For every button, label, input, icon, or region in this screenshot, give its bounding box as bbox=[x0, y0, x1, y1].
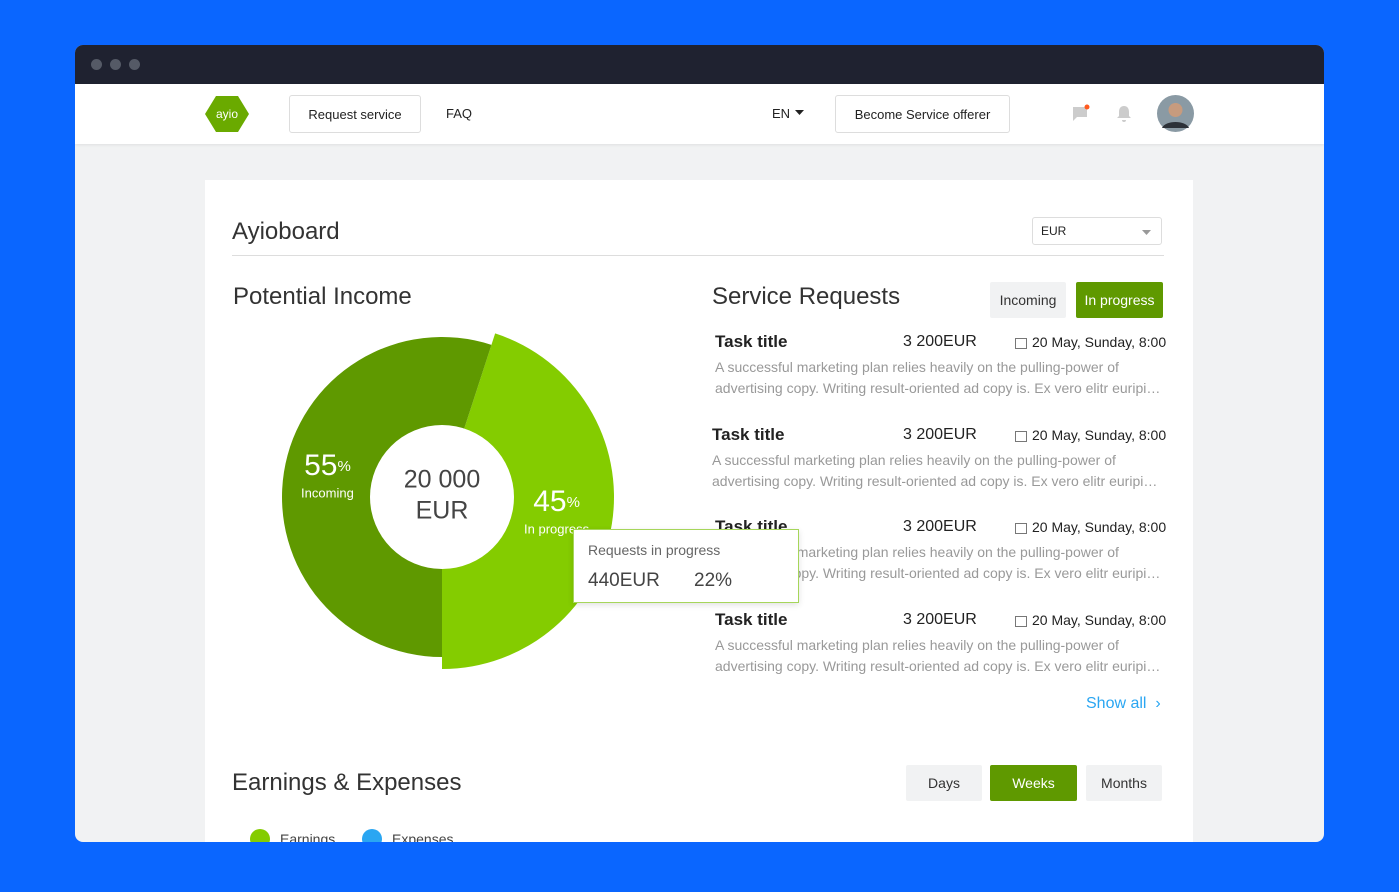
task-date: 20 May, Sunday, 8:00 bbox=[1032, 426, 1167, 443]
period-tab[interactable]: Months bbox=[1086, 765, 1162, 801]
tooltip: Requests in progress 440EUR 22% bbox=[573, 529, 799, 603]
calendar-icon bbox=[1015, 523, 1027, 534]
language-select[interactable]: EN bbox=[772, 106, 791, 121]
task-description: advertising copy. Writing result-oriente… bbox=[715, 657, 1161, 674]
task-description: A successful marketing plan relies heavi… bbox=[715, 544, 1119, 560]
task-title: Task title bbox=[715, 609, 788, 629]
task-description: A successful marketing plan relies heavi… bbox=[712, 451, 1116, 468]
cta-button[interactable]: Become Service offerer bbox=[835, 95, 1010, 133]
board-title: Ayioboard bbox=[232, 218, 340, 245]
legend-label: Expenses bbox=[392, 831, 454, 842]
avatar[interactable] bbox=[1157, 95, 1194, 132]
request-tab[interactable]: Incoming bbox=[990, 282, 1066, 318]
calendar-shape bbox=[1015, 430, 1027, 442]
calendar-icon bbox=[1015, 615, 1027, 627]
task-title: Task title bbox=[715, 332, 788, 351]
earnings-title: Earnings & Expenses bbox=[232, 769, 462, 796]
task-price: 3 200EUR bbox=[903, 610, 977, 628]
task-description: A successful marketing plan relies heavi… bbox=[715, 636, 1119, 653]
pie-unit: % bbox=[337, 458, 350, 475]
task-description: advertising copy. Writing result-oriente… bbox=[715, 380, 1161, 396]
logo-shape bbox=[205, 96, 249, 132]
calendar-shape bbox=[1015, 338, 1027, 349]
legend-swatch bbox=[250, 829, 270, 842]
currency-select[interactable]: EUR bbox=[1032, 217, 1162, 245]
notifications-icon[interactable] bbox=[1115, 104, 1133, 124]
pie-value: 55 bbox=[304, 449, 337, 482]
period-tab[interactable]: Weeks bbox=[990, 765, 1077, 801]
pie-center-label: EUR bbox=[416, 497, 469, 525]
tooltip-percent: 22% bbox=[694, 570, 733, 591]
pie-category-label: Incoming bbox=[301, 485, 354, 500]
task-description: advertising copy. Writing result-oriente… bbox=[712, 472, 1158, 489]
legend-label: Earnings bbox=[280, 831, 336, 842]
browser-window: ayio Request service FAQ EN Become Servi… bbox=[75, 45, 1324, 842]
window-dot bbox=[129, 59, 140, 70]
calendar-shape bbox=[1015, 615, 1027, 627]
task-date: 20 May, Sunday, 8:00 bbox=[1032, 519, 1167, 535]
pie-slice bbox=[442, 333, 614, 669]
caret bbox=[795, 110, 804, 115]
window-dot bbox=[110, 59, 121, 70]
show-all-text: Show all bbox=[1086, 695, 1147, 712]
window-dot bbox=[91, 59, 102, 70]
tooltip-amount: 440EUR bbox=[588, 570, 660, 591]
task-price: 3 200EUR bbox=[903, 425, 977, 443]
task-price: 3 200EUR bbox=[903, 333, 977, 350]
task-date: 20 May, Sunday, 8:00 bbox=[1032, 334, 1167, 350]
divider bbox=[232, 255, 1164, 256]
task-title: Task title bbox=[712, 424, 785, 444]
task-date: 20 May, Sunday, 8:00 bbox=[1032, 611, 1167, 628]
income-title: Potential Income bbox=[233, 283, 412, 310]
task-price: 3 200EUR bbox=[903, 518, 977, 535]
period-tab[interactable]: Days bbox=[906, 765, 982, 801]
task-description: advertising copy. Writing result-oriente… bbox=[715, 565, 1161, 581]
caret bbox=[1142, 230, 1151, 235]
requests-title: Service Requests bbox=[712, 283, 901, 310]
pie-value-label: 45% bbox=[533, 485, 580, 518]
pie-value: 45 bbox=[533, 485, 566, 518]
pie-center-label: 20 000 bbox=[404, 466, 480, 494]
logo[interactable]: ayio bbox=[204, 94, 250, 134]
task-description: A successful marketing plan relies heavi… bbox=[715, 359, 1119, 375]
pie-unit: % bbox=[567, 494, 580, 511]
logo-text: ayio bbox=[216, 107, 238, 121]
tooltip-title: Requests in progress bbox=[588, 542, 721, 558]
calendar-shape bbox=[1015, 523, 1027, 534]
navbar: ayio Request service FAQ EN Become Servi… bbox=[75, 84, 1324, 144]
pie-value-label: 55% bbox=[304, 449, 351, 482]
request-tab[interactable]: In progress bbox=[1076, 282, 1163, 318]
calendar-icon bbox=[1015, 430, 1027, 442]
title-bar bbox=[75, 45, 1324, 84]
messages-icon[interactable] bbox=[1071, 104, 1091, 124]
nav-button[interactable]: Request service bbox=[289, 95, 421, 133]
show-all-link[interactable]: Show all › bbox=[1086, 695, 1161, 712]
calendar-icon bbox=[1015, 338, 1027, 349]
pie-hole bbox=[370, 425, 514, 569]
nav-link[interactable]: FAQ bbox=[446, 106, 473, 121]
legend-swatch bbox=[362, 829, 382, 842]
